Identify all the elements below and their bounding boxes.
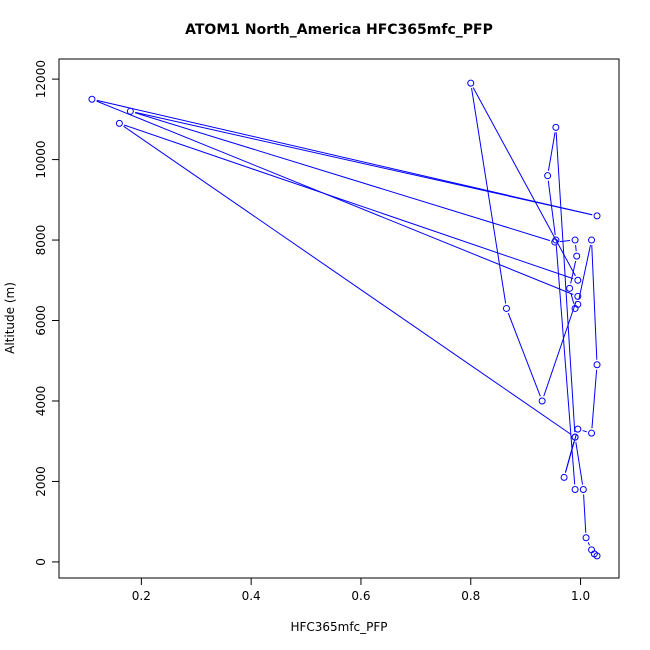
data-point <box>502 304 510 312</box>
chart-title: ATOM1 North_America HFC365mfc_PFP <box>185 22 493 38</box>
data-point <box>574 276 582 284</box>
data-point <box>571 485 579 493</box>
data-point <box>571 304 579 312</box>
data-point <box>552 123 560 131</box>
series-segment <box>575 442 584 485</box>
series-segment <box>135 111 593 216</box>
series-segment <box>591 369 598 429</box>
x-tick-label: 0.6 <box>351 589 370 603</box>
series-segment <box>583 494 587 533</box>
series-segment <box>587 542 590 546</box>
series-segment <box>547 132 556 171</box>
y-tick-label: 10000 <box>34 140 48 178</box>
data-point <box>538 397 546 405</box>
series-segment <box>96 99 593 216</box>
series-segment <box>543 300 577 397</box>
data-point <box>560 473 568 481</box>
y-tick-label: 4000 <box>34 386 48 417</box>
y-tick-label: 12000 <box>34 60 48 98</box>
data-point <box>571 433 579 441</box>
series-layer <box>88 79 601 560</box>
series-segment <box>578 244 591 300</box>
y-tick-label: 0 <box>34 558 48 566</box>
x-tick-label: 0.4 <box>242 589 261 603</box>
series-segment <box>582 430 587 433</box>
data-point <box>574 292 582 300</box>
data-point <box>588 236 596 244</box>
series-segment <box>591 245 598 360</box>
series-segment <box>570 293 575 304</box>
y-axis: 0 2000 4000 6000 8000 10000 12000 <box>34 60 60 566</box>
data-point <box>588 546 596 554</box>
series-segment <box>547 180 556 236</box>
series-segment <box>123 124 574 280</box>
series-segment <box>555 244 576 485</box>
data-point <box>593 212 601 220</box>
data-point <box>467 79 475 87</box>
data-point <box>574 425 582 433</box>
series-segment <box>555 132 576 433</box>
x-axis: 0.2 0.4 0.6 0.8 1.0 <box>132 577 590 603</box>
series-segment <box>472 87 576 277</box>
series-segment <box>507 312 541 397</box>
y-tick-label: 2000 <box>34 466 48 497</box>
data-point <box>579 485 587 493</box>
data-point <box>544 172 552 180</box>
data-point <box>593 361 601 369</box>
data-point <box>566 284 574 292</box>
series-segment <box>96 100 574 295</box>
data-point <box>588 429 596 437</box>
series-segment <box>123 125 572 435</box>
series-segment <box>559 240 571 243</box>
y-tick-label: 6000 <box>34 305 48 336</box>
x-tick-label: 0.2 <box>132 589 151 603</box>
data-point <box>573 252 581 260</box>
data-point <box>571 236 579 244</box>
y-tick-label: 8000 <box>34 225 48 256</box>
series-segment <box>575 244 577 252</box>
x-tick-label: 1.0 <box>571 589 590 603</box>
data-point <box>552 236 560 244</box>
x-tick-label: 0.8 <box>461 589 480 603</box>
series-segment <box>135 112 551 242</box>
series-segment <box>471 87 507 304</box>
data-point <box>115 119 123 127</box>
y-axis-label: Altitude (m) <box>3 282 17 354</box>
plot-frame <box>58 58 620 579</box>
data-point <box>126 107 134 115</box>
data-point <box>582 534 590 542</box>
x-axis-label: HFC365mfc_PFP <box>290 620 387 634</box>
data-point <box>88 95 96 103</box>
